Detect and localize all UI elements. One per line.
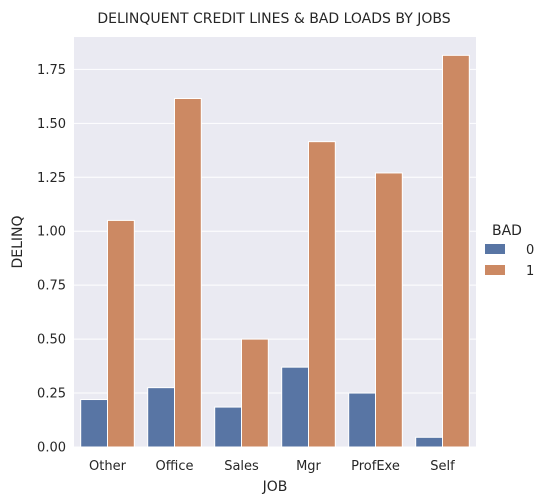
- bar-other-bad-0: [80, 399, 108, 448]
- y-tick-label: 0.00: [37, 441, 66, 456]
- legend-swatch-1: [485, 265, 505, 275]
- x-tick-label: Self: [430, 459, 455, 474]
- y-tick-label: 0.75: [37, 279, 66, 294]
- y-tick-label: 1.00: [37, 225, 66, 240]
- x-tick-label: ProfExe: [351, 459, 400, 474]
- legend-label-0: 0: [526, 243, 534, 258]
- legend-title: BAD: [492, 223, 522, 239]
- x-tick-label: Sales: [224, 459, 259, 474]
- y-tick-label: 0.50: [37, 333, 66, 348]
- chart-title: DELINQUENT CREDIT LINES & BAD LOADS BY J…: [97, 11, 450, 27]
- legend-swatch-0: [485, 244, 505, 254]
- bar-self-bad-0: [415, 436, 444, 448]
- bars: [80, 54, 470, 448]
- y-tick-label: 1.25: [37, 171, 66, 186]
- x-tick-label: Mgr: [296, 459, 321, 474]
- legend-label-1: 1: [526, 264, 534, 279]
- x-axis-label: JOB: [262, 479, 288, 495]
- bar-sales-bad-0: [214, 406, 242, 448]
- y-axis-label: DELINQ: [10, 215, 26, 268]
- bar-office-bad-0: [147, 387, 175, 448]
- bar-mgr-bad-0: [281, 366, 310, 448]
- bar-self-bad-1: [442, 54, 470, 448]
- gridlines: [74, 68, 476, 448]
- y-tick-label: 1.50: [37, 117, 66, 132]
- y-tick-label: 1.75: [37, 63, 66, 78]
- x-tick-label: Office: [156, 459, 194, 474]
- bar-office-bad-1: [174, 98, 202, 448]
- bar-sales-bad-1: [241, 338, 269, 448]
- bar-other-bad-1: [107, 219, 135, 448]
- bar-mgr-bad-1: [308, 141, 336, 448]
- y-tick-labels: 0.00 0.25 0.50 0.75 1.00 1.25 1.50 1.75: [37, 63, 66, 456]
- bar-profexe-bad-0: [348, 392, 377, 448]
- plot-area: [74, 37, 476, 447]
- legend: BAD 0 1: [485, 223, 534, 279]
- x-tick-label: Other: [89, 459, 127, 474]
- x-tick-labels: Other Office Sales Mgr ProfExe Self: [89, 459, 455, 474]
- bar-profexe-bad-1: [375, 172, 403, 448]
- y-tick-label: 0.25: [37, 387, 66, 402]
